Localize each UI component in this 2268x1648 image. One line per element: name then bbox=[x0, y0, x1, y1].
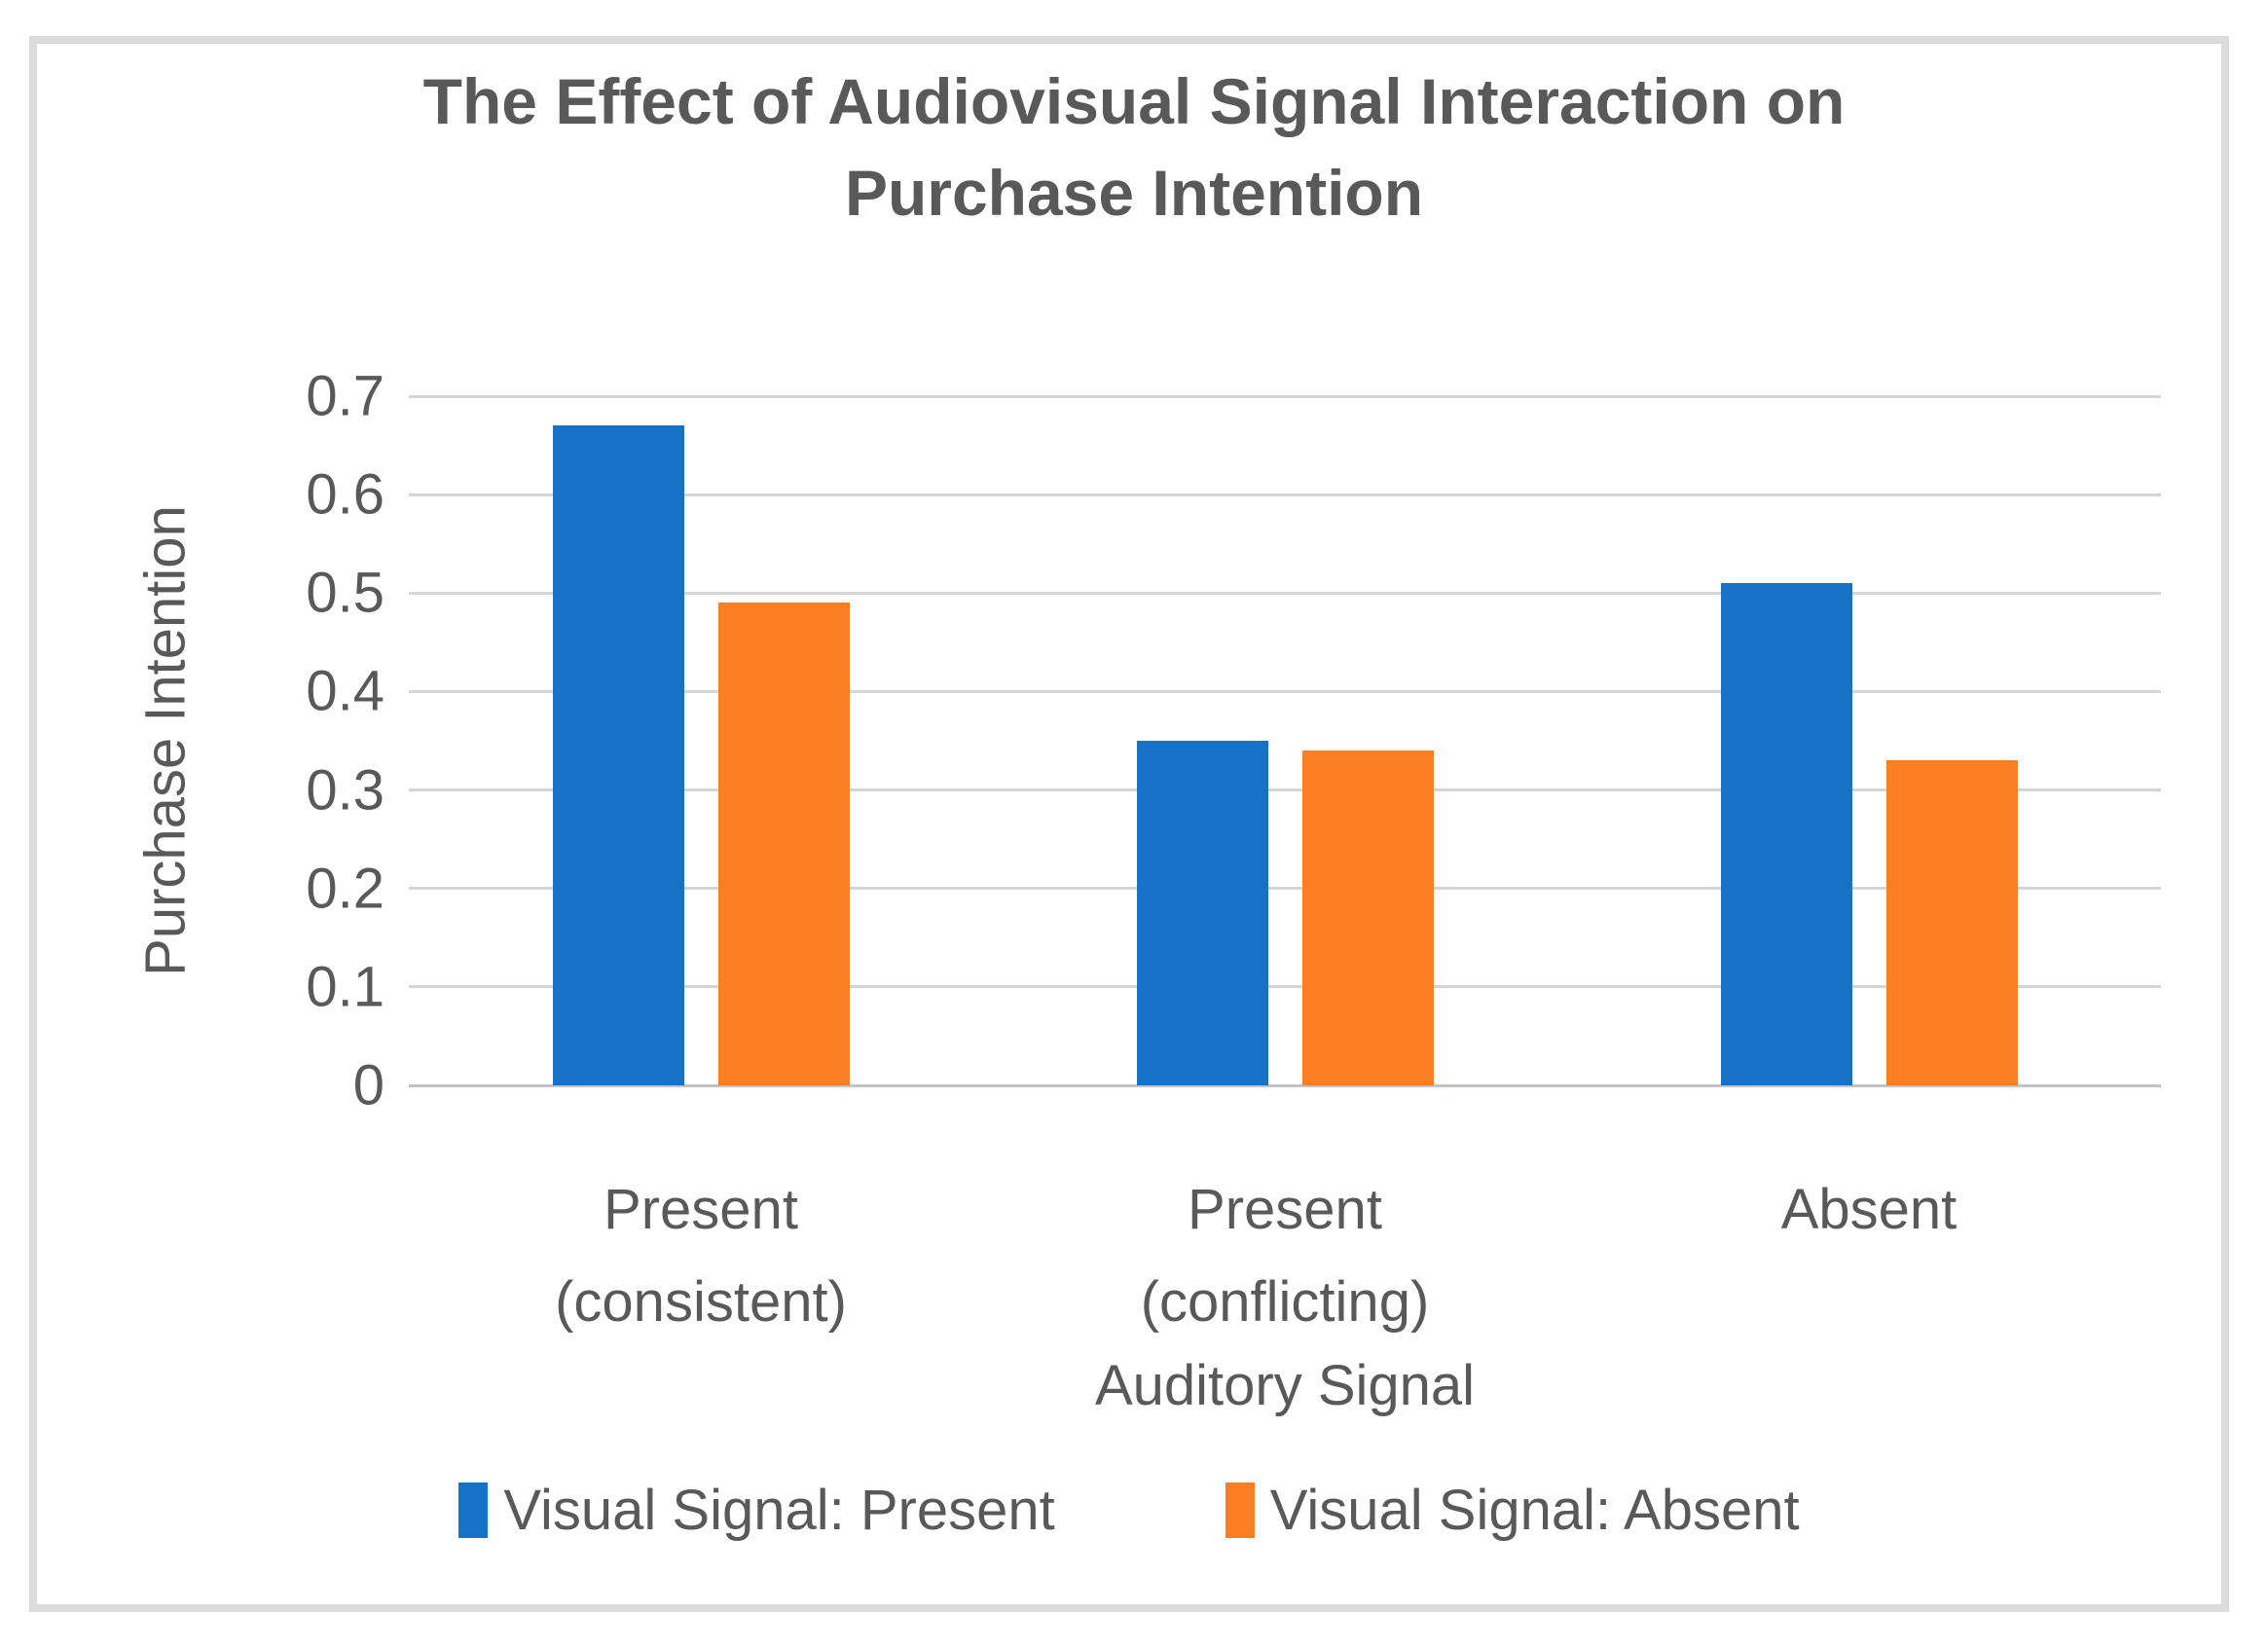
bar bbox=[1301, 751, 1434, 1085]
bar bbox=[552, 425, 684, 1085]
y-tick-label: 0.1 bbox=[306, 955, 384, 1019]
y-tick-label: 0.7 bbox=[306, 364, 384, 428]
legend-item: Visual Signal: Absent bbox=[1225, 1478, 1800, 1543]
bar bbox=[1885, 760, 2018, 1085]
plot-area bbox=[409, 394, 2161, 1087]
gridline bbox=[409, 887, 2161, 891]
legend: Visual Signal: Present Visual Signal: Abs… bbox=[37, 1478, 2221, 1543]
legend-label: Visual Signal: Absent bbox=[1269, 1479, 1800, 1542]
gridline bbox=[409, 493, 2161, 496]
bar bbox=[1136, 741, 1268, 1085]
x-category-label: Present (consistent) bbox=[555, 1178, 847, 1334]
legend-label: Visual Signal: Present bbox=[503, 1479, 1055, 1542]
x-category-label: Present (conflicting) bbox=[1140, 1178, 1430, 1334]
gridline bbox=[409, 591, 2161, 595]
gridline bbox=[409, 985, 2161, 989]
gridline bbox=[409, 788, 2161, 792]
gridline bbox=[409, 394, 2161, 398]
x-category-label: Absent bbox=[1780, 1178, 1957, 1241]
y-tick-label: 0.5 bbox=[306, 561, 384, 625]
y-tick-label: 0.4 bbox=[306, 659, 384, 723]
y-tick-label: 0 bbox=[352, 1053, 384, 1117]
x-axis-line bbox=[409, 1083, 2161, 1087]
legend-swatch bbox=[1225, 1483, 1255, 1538]
legend-item: Visual Signal: Present bbox=[458, 1478, 1055, 1543]
bar bbox=[717, 603, 850, 1085]
x-axis-title: Auditory Signal bbox=[1094, 1354, 1476, 1417]
y-tick-label: 0.2 bbox=[306, 857, 384, 921]
chart-title: The Effect of Audiovisual Signal Interac… bbox=[422, 65, 1846, 229]
y-tick-label: 0.6 bbox=[306, 462, 384, 527]
gridline bbox=[409, 689, 2161, 693]
chart-frame bbox=[29, 36, 2229, 1612]
bar bbox=[1720, 583, 1852, 1085]
legend-swatch bbox=[458, 1483, 489, 1538]
y-tick-label: 0.3 bbox=[306, 758, 384, 823]
